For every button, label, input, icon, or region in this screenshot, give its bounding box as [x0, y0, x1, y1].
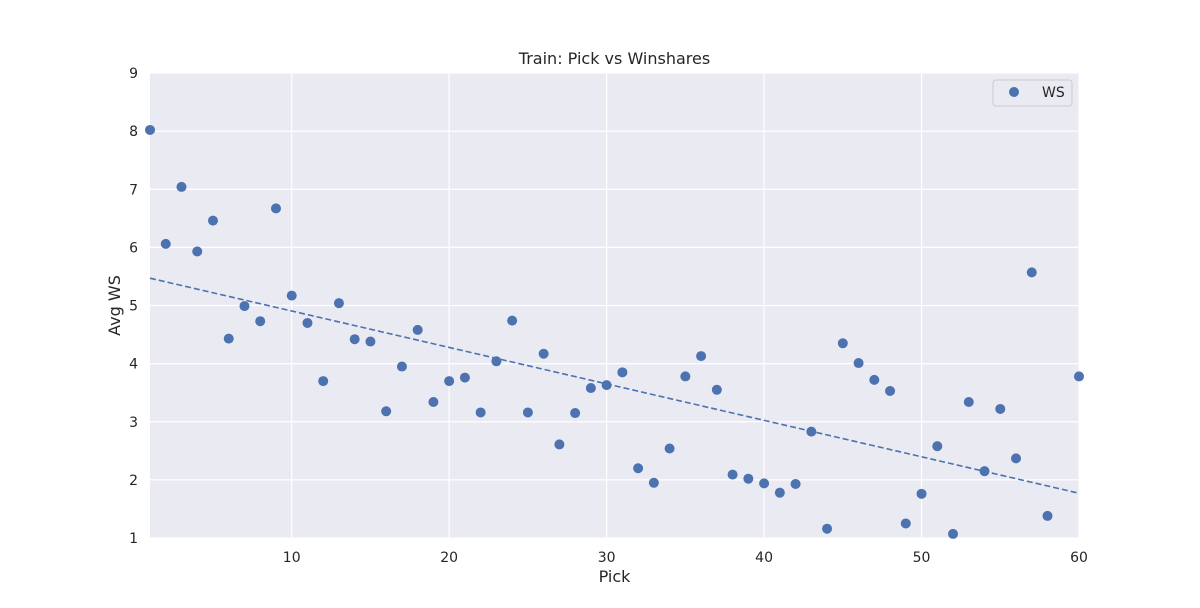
data-point: [538, 348, 549, 359]
data-point: [885, 385, 896, 396]
data-point: [475, 407, 486, 418]
data-point: [853, 358, 864, 369]
x-tick-label: 40: [755, 550, 773, 566]
data-points: [145, 124, 1084, 539]
y-tick-label: 9: [129, 66, 138, 82]
y-tick-label: 3: [129, 415, 138, 431]
data-point: [428, 396, 439, 407]
data-point: [585, 383, 596, 394]
data-point: [412, 324, 423, 335]
data-point: [601, 380, 612, 391]
data-point: [507, 315, 518, 326]
data-point: [995, 403, 1006, 414]
data-point: [1042, 510, 1053, 521]
data-point: [1011, 453, 1022, 464]
data-point: [160, 238, 171, 249]
legend-marker: [1009, 87, 1019, 97]
x-tick-label: 10: [283, 550, 301, 566]
y-tick-label: 5: [129, 299, 138, 315]
data-point: [570, 408, 581, 419]
data-point: [680, 371, 691, 382]
x-tick-label: 30: [598, 550, 616, 566]
data-point: [459, 372, 470, 383]
y-tick-label: 7: [129, 182, 138, 198]
data-point: [806, 426, 817, 437]
trend-line-group: [149, 277, 1080, 495]
data-point: [192, 246, 203, 257]
data-point: [900, 518, 911, 529]
data-point: [743, 473, 754, 484]
x-tick-label: 50: [913, 550, 931, 566]
data-point: [1074, 371, 1084, 382]
y-tick-labels: 1 2 3 4 5 6 7 8 9: [129, 66, 138, 547]
data-point: [365, 336, 376, 347]
y-tick-label: 4: [129, 357, 138, 373]
data-point: [145, 124, 155, 135]
data-point: [522, 407, 533, 418]
data-point: [759, 478, 770, 489]
y-tick-label: 1: [129, 531, 138, 547]
data-point: [617, 367, 628, 378]
y-tick-label: 6: [129, 240, 138, 256]
data-point: [837, 338, 848, 349]
data-point: [664, 443, 675, 454]
y-tick-label: 8: [129, 124, 138, 140]
data-point: [349, 334, 360, 345]
data-point: [916, 488, 927, 499]
x-tick-label: 60: [1070, 550, 1088, 566]
data-point: [633, 463, 644, 474]
legend-box: [992, 79, 1073, 107]
data-point: [381, 406, 392, 417]
data-point: [176, 181, 187, 192]
y-axis-label: Avg WS: [105, 275, 124, 336]
data-point: [318, 376, 329, 387]
data-point: [333, 298, 344, 309]
data-point: [948, 528, 959, 539]
data-point: [711, 384, 722, 395]
data-point: [1026, 267, 1037, 278]
data-point: [774, 487, 785, 498]
legend: WS: [992, 79, 1073, 107]
data-point: [932, 441, 943, 452]
grid: [150, 72, 1080, 539]
trend-line: [149, 277, 1080, 495]
data-point: [979, 466, 990, 477]
data-point: [223, 333, 234, 344]
data-point: [869, 374, 880, 385]
x-axis-label: Pick: [599, 567, 632, 586]
data-point: [727, 469, 738, 480]
y-tick-label: 2: [129, 473, 138, 489]
data-point: [790, 478, 801, 489]
data-point: [286, 290, 297, 301]
data-point: [302, 317, 313, 328]
legend-label-ws: WS: [1042, 85, 1065, 101]
x-tick-label: 20: [440, 550, 458, 566]
data-point: [255, 316, 266, 327]
data-point: [491, 356, 502, 367]
data-point: [396, 361, 407, 372]
chart-title: Train: Pick vs Winshares: [518, 49, 710, 68]
data-point: [696, 351, 707, 362]
x-tick-labels: 10 20 30 40 50 60: [283, 550, 1088, 566]
data-point: [554, 439, 565, 450]
data-point: [444, 376, 455, 387]
data-point: [648, 477, 659, 488]
data-point: [270, 203, 281, 214]
data-point: [822, 523, 833, 534]
data-point: [239, 301, 250, 312]
data-point: [963, 396, 974, 407]
data-point: [207, 215, 218, 226]
